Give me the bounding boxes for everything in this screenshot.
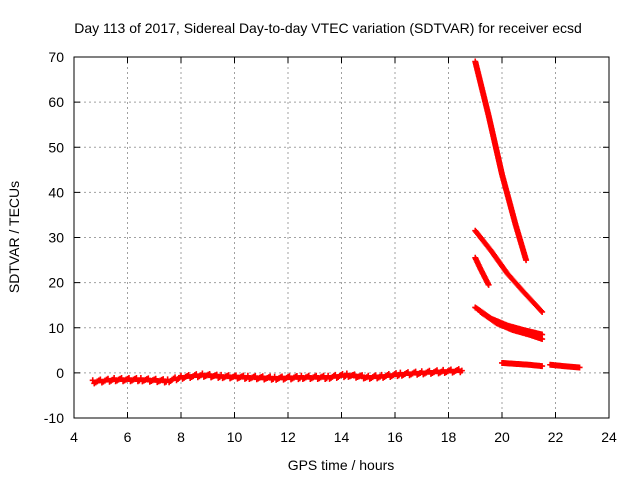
data-series	[89, 58, 583, 387]
x-tick-label: 20	[494, 429, 510, 445]
data-points	[472, 304, 546, 338]
data-points	[472, 58, 530, 264]
series-arc-lower-a	[472, 304, 546, 338]
y-tick-label: -10	[44, 410, 64, 426]
y-tick-label: 50	[48, 139, 64, 155]
data-points	[547, 361, 583, 371]
x-tick-label: 8	[177, 429, 185, 445]
x-tick-label: 24	[601, 429, 617, 445]
series-arc-steep	[472, 58, 530, 264]
series-tail-a	[499, 359, 546, 370]
x-tick-label: 14	[334, 429, 350, 445]
series-arc-lower-b	[477, 308, 546, 343]
y-tick-label: 30	[48, 230, 64, 246]
plot-frame	[73, 56, 610, 419]
series-arc-upper	[472, 227, 546, 315]
y-tick-label: 40	[48, 184, 64, 200]
y-axis-label: SDTVAR / TECUs	[6, 181, 22, 293]
y-tick-label: 0	[56, 365, 64, 381]
x-tick-label: 12	[280, 429, 296, 445]
chart-title: Day 113 of 2017, Sidereal Day-to-day VTE…	[74, 20, 582, 36]
data-points	[472, 227, 546, 315]
x-tick-label: 6	[124, 429, 132, 445]
y-tick-label: 20	[48, 275, 64, 291]
y-tick-label: 70	[48, 49, 64, 65]
x-tick-label: 10	[227, 429, 243, 445]
x-axis-label: GPS time / hours	[288, 457, 395, 473]
series-baseline	[89, 366, 465, 387]
data-points	[499, 359, 546, 370]
y-tick-label: 60	[48, 94, 64, 110]
data-points	[472, 254, 492, 288]
x-tick-label: 16	[387, 429, 403, 445]
x-tick-label: 22	[548, 429, 564, 445]
x-tick-label: 18	[441, 429, 457, 445]
data-points	[477, 308, 546, 343]
series-tail-b	[547, 361, 583, 371]
series-arc-short	[472, 254, 492, 288]
x-tick-label: 4	[70, 429, 78, 445]
data-points	[89, 366, 465, 387]
axis-ticks: 4 6 8 10 12 14 16 18 20 22 24 -10 0 10 20 30 40 50 60 70	[44, 49, 617, 445]
y-tick-label: 10	[48, 320, 64, 336]
